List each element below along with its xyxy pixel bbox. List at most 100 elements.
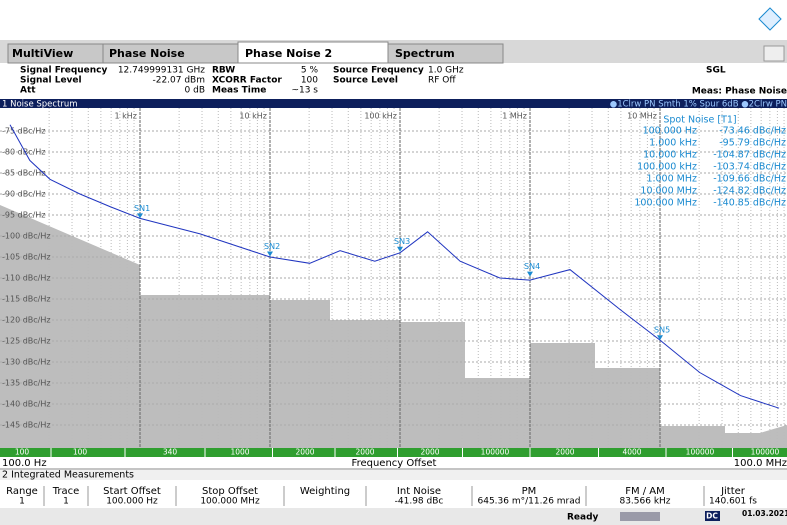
spot-offset: 1.000 MHz — [646, 174, 697, 185]
dc: DC — [706, 512, 718, 521]
column-header: Start Offset — [103, 486, 161, 497]
label: Source Frequency — [333, 66, 424, 76]
marker-label: SN2 — [264, 242, 280, 251]
segment-label: 100000 — [481, 448, 510, 457]
cell: 1 — [19, 497, 25, 507]
y-tick-label: -100 dBc/Hz — [2, 232, 51, 241]
x-stop: 100.0 MHz — [734, 458, 787, 469]
value: ~13 s — [291, 86, 318, 96]
cell: -41.98 dBc — [395, 497, 444, 507]
segments: 100 100 340 1000 2000 2000 2000 100000 2000 4000 1… — [15, 448, 780, 457]
y-tick-label: -115 dBc/Hz — [2, 295, 51, 304]
y-tick-label: -80 dBc/Hz — [2, 148, 45, 157]
spot-offset: 100.000 Hz — [643, 126, 697, 137]
label: Att — [20, 86, 36, 96]
tab[interactable] — [387, 43, 504, 64]
spot-title: Spot Noise [T1] — [663, 115, 736, 126]
spot-value: -124.82 dBc/Hz — [713, 186, 786, 197]
segment-label: 2000 — [555, 448, 574, 457]
segment-label: 100 — [15, 448, 30, 457]
x-tick-label: 100 kHz — [364, 112, 397, 121]
plot: -75 dBc/Hz -80 dBc/Hz -85 dBc/Hz -90 dBc/Hz… — [0, 108, 787, 448]
spot-value: -95.79 dBc/Hz — [719, 138, 786, 149]
segment-label: 1000 — [230, 448, 249, 457]
date: 01.03.2021 — [742, 509, 787, 518]
status: Ready — [567, 513, 599, 523]
dc-box — [705, 511, 720, 521]
x-tick-label: 10 kHz — [239, 112, 267, 121]
spot-value: -104.87 dBc/Hz — [713, 150, 786, 161]
tab-label[interactable]: Phase Noise 2 — [245, 47, 332, 60]
label: Meas Time — [212, 86, 266, 96]
x-tick-label: 10 MHz — [627, 112, 657, 121]
value: 12.749999131 GHz — [118, 66, 205, 76]
trace — [9, 124, 780, 409]
logo — [758, 7, 782, 31]
cell: 140.601 fs — [709, 497, 757, 507]
y-tick-label: -85 dBc/Hz — [2, 169, 45, 178]
plot-title: 1 Noise Spectrum — [2, 100, 78, 110]
progress — [620, 512, 660, 521]
column-header: Stop Offset — [202, 486, 258, 497]
cell: 645.36 m°/11.26 mrad — [478, 497, 581, 507]
segment-label: 100000 — [751, 448, 780, 457]
segment-label: 2000 — [420, 448, 439, 457]
table-title: 2 Integrated Measurements — [2, 470, 134, 481]
y-tick-label: -110 dBc/Hz — [2, 274, 51, 283]
meas: Meas: Phase Noise — [692, 87, 787, 97]
x-axis-label: Frequency Offset — [352, 458, 437, 469]
status-bar — [0, 508, 787, 525]
marker — [137, 213, 143, 219]
label: Signal Frequency — [20, 66, 108, 76]
tab-label[interactable]: Spectrum — [395, 47, 455, 60]
cell: 83.566 kHz — [619, 497, 670, 507]
column-header: PM — [522, 486, 537, 497]
y-tick-label: -105 dBc/Hz — [2, 253, 51, 262]
plot-header — [0, 99, 787, 108]
segment-label: 340 — [163, 448, 178, 457]
value: -22.07 dBm — [152, 76, 205, 86]
menu-button[interactable] — [763, 45, 785, 62]
marker — [657, 335, 663, 341]
label: Source Level — [333, 76, 398, 86]
tab-label[interactable]: MultiView — [12, 47, 73, 60]
segment-label: 100 — [73, 448, 88, 457]
column-header: Weighting — [300, 486, 350, 497]
column-header: FM / AM — [625, 486, 665, 497]
info: Signal Frequency 12.749999131 GHz Signal… — [20, 66, 787, 97]
spot-offset: 10.000 MHz — [640, 186, 697, 197]
y-tick-label: -120 dBc/Hz — [2, 316, 51, 325]
segment-label: 4000 — [622, 448, 641, 457]
value: 0 dB — [185, 86, 205, 96]
marker — [527, 271, 533, 277]
tab-label[interactable]: Phase Noise — [109, 47, 185, 60]
x-tick-label: 1 MHz — [502, 112, 527, 121]
y-tick-label: -95 dBc/Hz — [2, 211, 45, 220]
spot-offset: 100.000 MHz — [634, 198, 697, 209]
column-header: Trace — [52, 486, 80, 497]
cell: 100.000 MHz — [200, 497, 260, 507]
label: XCORR Factor — [212, 76, 282, 86]
table-header — [0, 470, 787, 480]
spot-offset: 1.000 kHz — [649, 138, 697, 149]
limit-mask — [0, 205, 787, 448]
column-header: Jitter — [720, 486, 746, 497]
spot-value: -103.74 dBc/Hz — [713, 162, 786, 173]
segment-label: 2000 — [295, 448, 314, 457]
segment-label: 100000 — [686, 448, 715, 457]
column-header: Int Noise — [397, 486, 441, 497]
spot-offset: 100.000 kHz — [637, 162, 697, 173]
x-tick-label: 1 kHz — [115, 112, 137, 121]
value: 5 % — [301, 66, 319, 76]
y-tick-label: -130 dBc/Hz — [2, 358, 51, 367]
spot-value: -109.66 dBc/Hz — [713, 174, 786, 185]
y-tick-label: -125 dBc/Hz — [2, 337, 51, 346]
value: 1.0 GHz — [428, 66, 464, 76]
marker-label: SN4 — [524, 262, 540, 271]
y-tick-label: -135 dBc/Hz — [2, 379, 51, 388]
marker — [397, 246, 403, 252]
value: 100 — [301, 76, 318, 86]
mode: SGL — [706, 66, 726, 76]
column-header: Range — [6, 486, 38, 497]
